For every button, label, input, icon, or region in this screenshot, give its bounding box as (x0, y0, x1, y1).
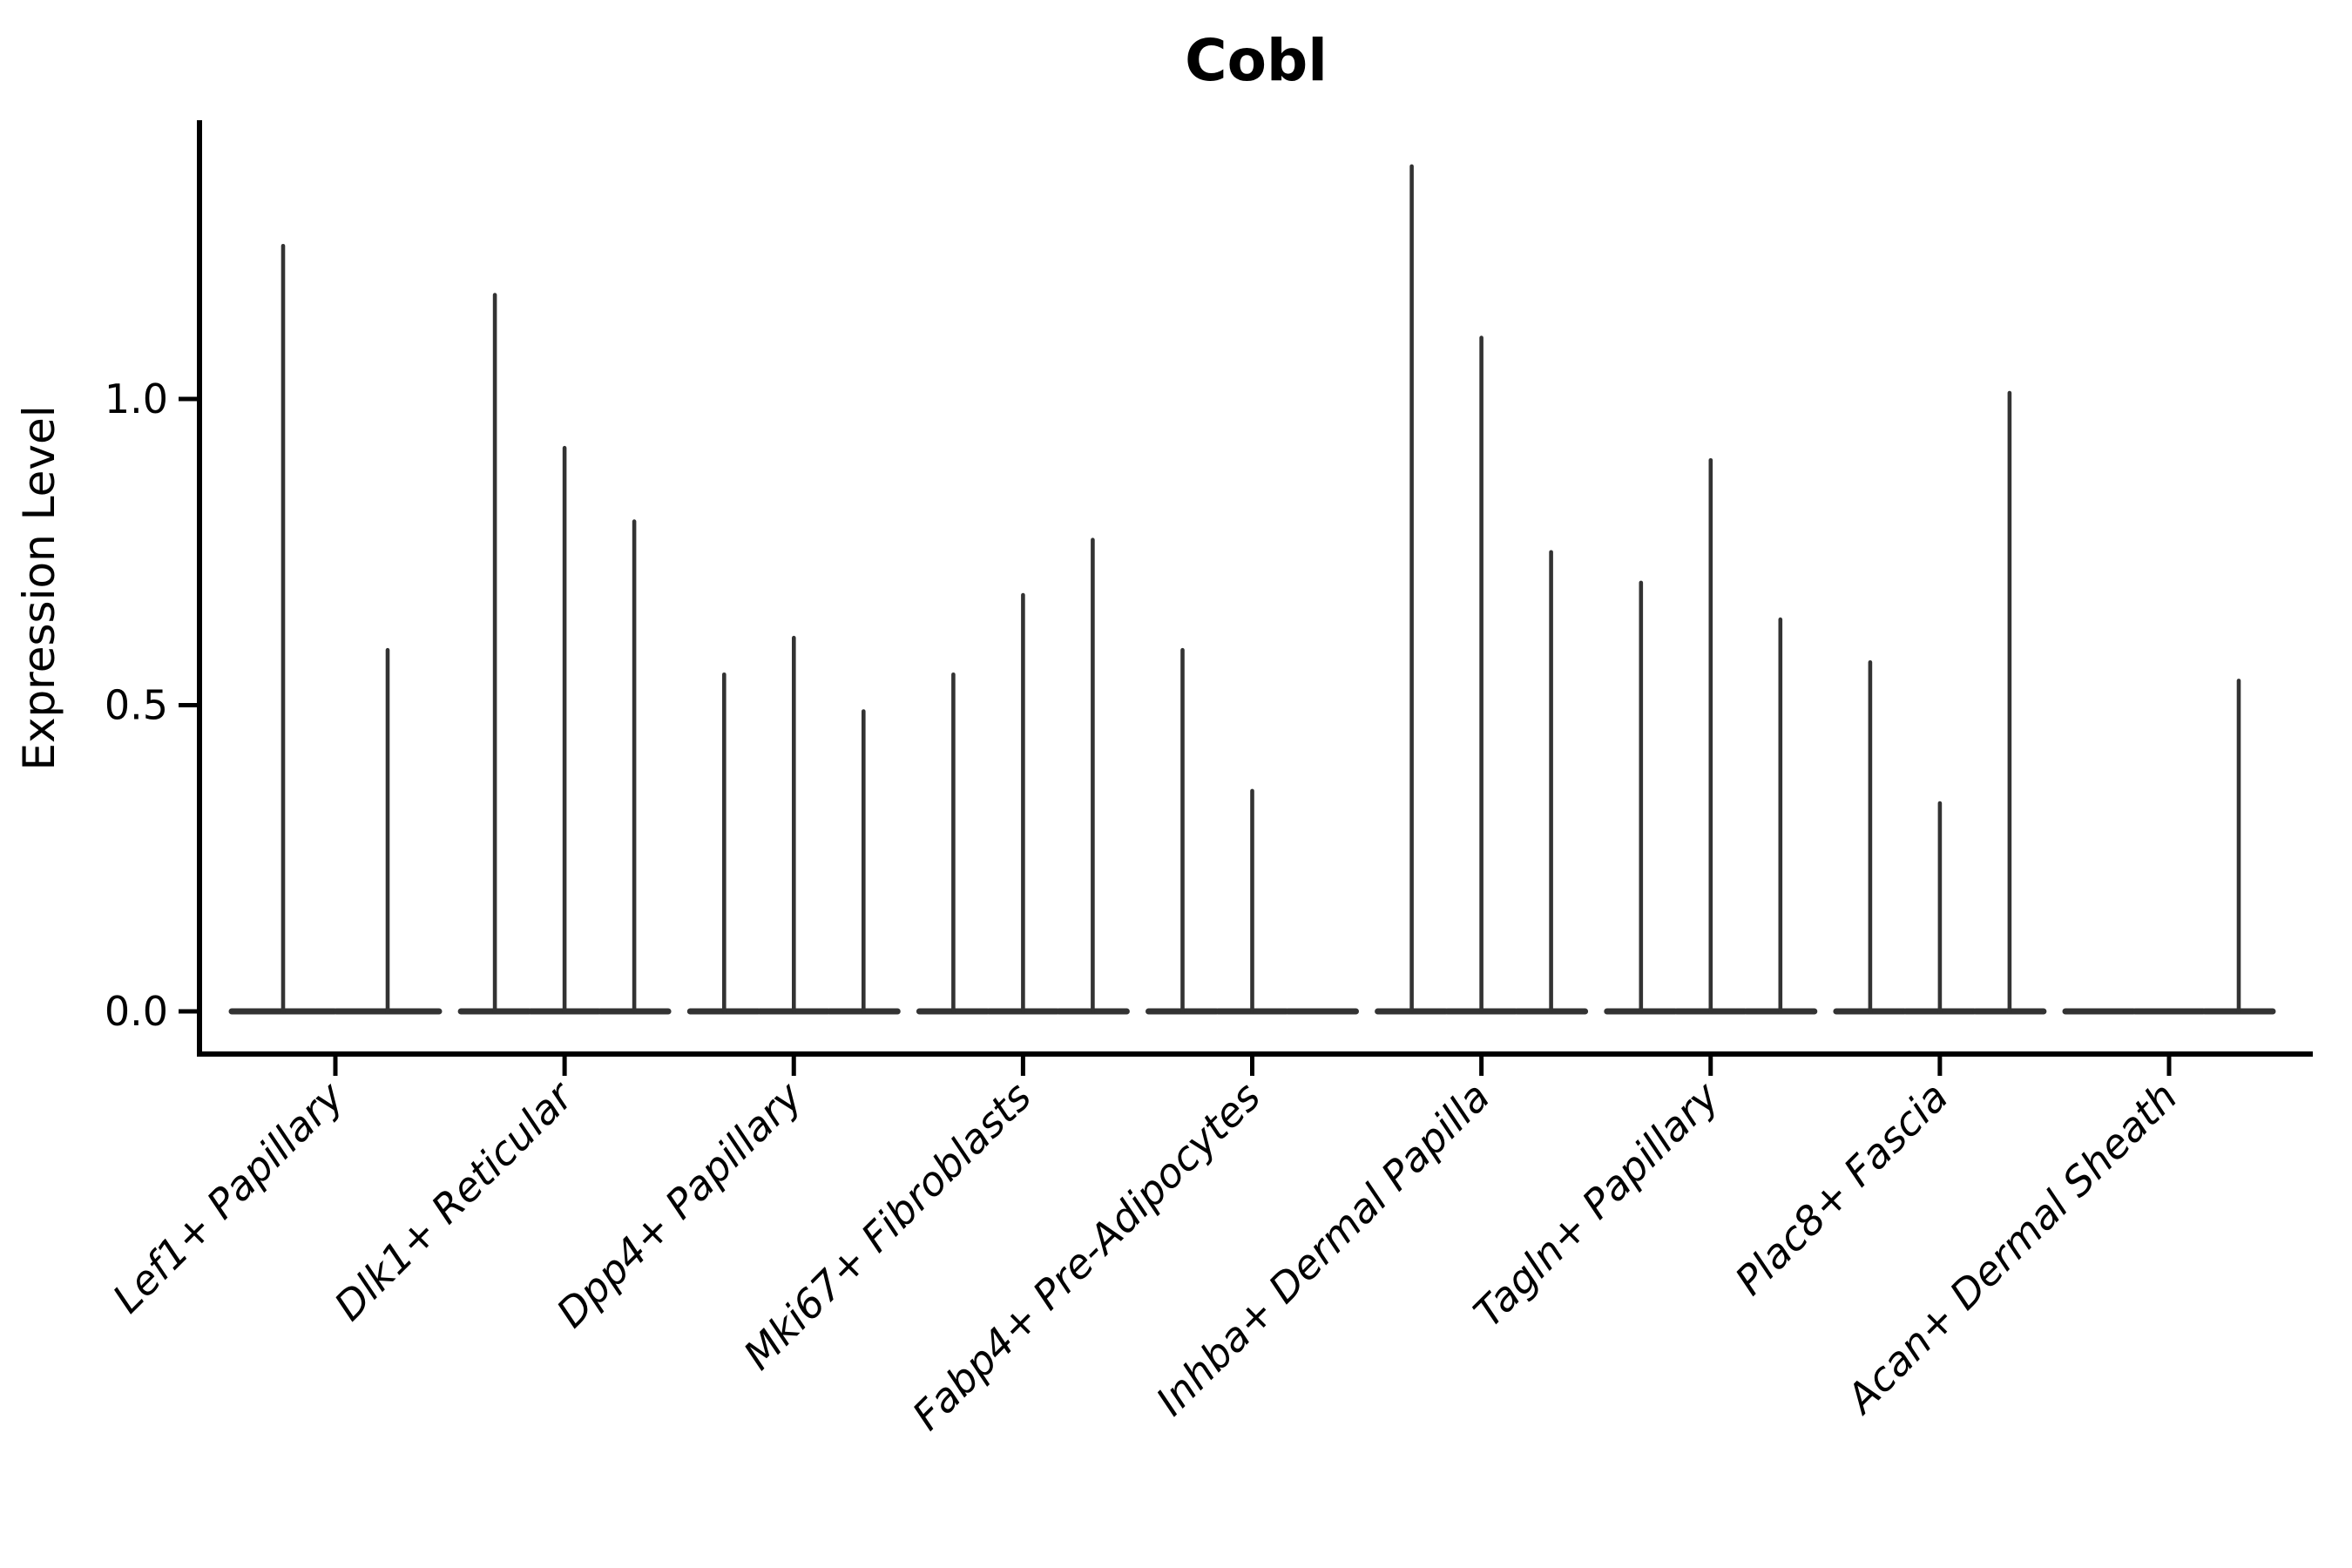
y-tick-label: 0.0 (105, 988, 168, 1035)
violin-group-tagln-papillary (1604, 457, 1818, 1015)
x-tick-label-dlk1-reticular: Dlk1+ Reticular (325, 1071, 584, 1329)
violin-group-dlk1-reticular (457, 293, 672, 1015)
violin-group-plac8-fascia (1833, 390, 2047, 1015)
x-tick-label-dpp4-papillary: Dpp4+ Papillary (547, 1072, 811, 1336)
violin-group-mki67-fibroblasts (916, 537, 1130, 1015)
violins-layer (228, 164, 2276, 1015)
violin-group-acan-dermal-sheath (2062, 679, 2276, 1015)
violin-group-lef1-papillary (228, 243, 443, 1015)
x-tick-label-tagln-papillary: Tagln+ Papillary (1464, 1072, 1728, 1336)
x-tick-label-lef1-papillary: Lef1+ Papillary (104, 1072, 353, 1321)
y-tick-label: 0.5 (105, 682, 168, 729)
plot-title: Cobl (1185, 27, 1328, 94)
y-tick-label: 1.0 (105, 375, 168, 422)
violin-group-dpp4-papillary (686, 635, 901, 1015)
axes-layer (179, 120, 2313, 1076)
x-tick-label-plac8-fascia: Plac8+ Fascia (1726, 1073, 1957, 1304)
violin-group-inhba-dermal-papilla (1375, 164, 1589, 1015)
violin-group-fabp4-pre-adipocytes (1146, 647, 1359, 1015)
y-axis-label: Expression Level (14, 405, 64, 770)
